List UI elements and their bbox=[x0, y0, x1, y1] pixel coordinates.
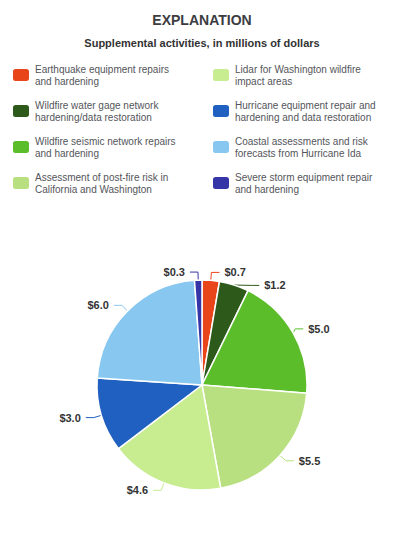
svg-text:Supplemental activities, in mi: Supplemental activities, in millions of … bbox=[84, 37, 319, 49]
svg-text:Severe storm equipment repair: Severe storm equipment repair bbox=[235, 172, 373, 183]
svg-text:$4.6: $4.6 bbox=[127, 484, 148, 496]
svg-text:$5.0: $5.0 bbox=[308, 323, 329, 335]
svg-text:Earthquake equipment repairs: Earthquake equipment repairs bbox=[35, 64, 169, 75]
svg-text:forecasts from Hurricane Ida: forecasts from Hurricane Ida bbox=[235, 148, 362, 159]
svg-text:and hardening: and hardening bbox=[35, 76, 99, 87]
svg-text:Lidar for Washington wildfire: Lidar for Washington wildfire bbox=[235, 64, 361, 75]
svg-text:$5.5: $5.5 bbox=[299, 455, 320, 467]
svg-text:Hurricane equipment repair and: Hurricane equipment repair and bbox=[235, 100, 376, 111]
svg-text:EXPLANATION: EXPLANATION bbox=[152, 12, 251, 28]
svg-text:impact areas: impact areas bbox=[235, 76, 292, 87]
svg-text:and hardening: and hardening bbox=[35, 148, 99, 159]
svg-text:Coastal assessments and risk: Coastal assessments and risk bbox=[235, 136, 369, 147]
svg-text:Assessment of post-fire risk i: Assessment of post-fire risk in bbox=[35, 172, 168, 183]
svg-text:hardening and data restoration: hardening and data restoration bbox=[235, 112, 371, 123]
svg-text:$6.0: $6.0 bbox=[87, 299, 108, 311]
svg-text:California and Washington: California and Washington bbox=[35, 184, 152, 195]
svg-text:Wildfire seismic network repai: Wildfire seismic network repairs bbox=[35, 136, 176, 147]
svg-text:Wildfire water gage network: Wildfire water gage network bbox=[35, 100, 159, 111]
svg-text:hardening/data restoration: hardening/data restoration bbox=[35, 112, 152, 123]
svg-text:$0.3: $0.3 bbox=[164, 266, 185, 278]
svg-text:$3.0: $3.0 bbox=[59, 412, 80, 424]
svg-text:$1.2: $1.2 bbox=[264, 279, 285, 291]
svg-text:$0.7: $0.7 bbox=[224, 266, 245, 278]
svg-text:and hardening: and hardening bbox=[235, 184, 299, 195]
